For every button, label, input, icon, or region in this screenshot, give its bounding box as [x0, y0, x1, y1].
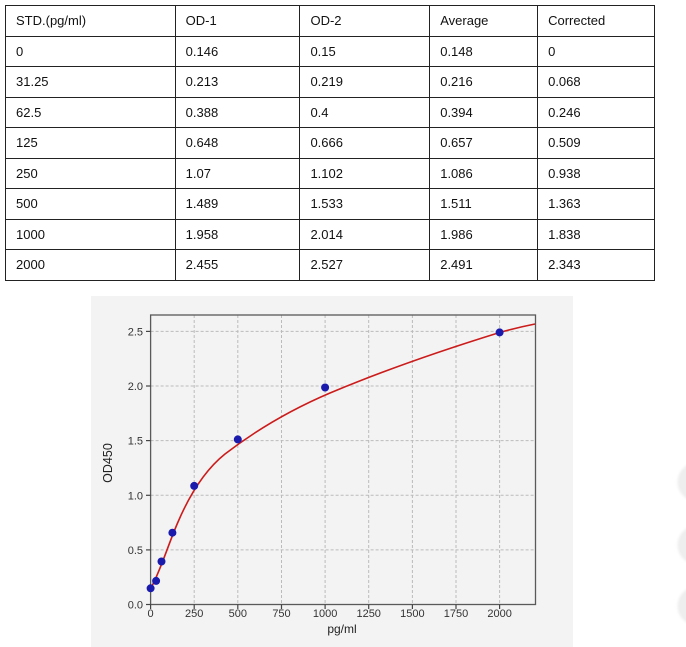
svg-text:2.0: 2.0: [128, 381, 143, 393]
svg-text:1500: 1500: [400, 608, 424, 620]
svg-text:1250: 1250: [356, 608, 380, 620]
svg-text:1.5: 1.5: [128, 436, 143, 448]
svg-text:0: 0: [148, 608, 154, 620]
svg-text:OD450: OD450: [101, 443, 115, 483]
svg-text:750: 750: [272, 608, 290, 620]
svg-text:2000: 2000: [487, 608, 511, 620]
svg-text:250: 250: [185, 608, 203, 620]
svg-text:2.5: 2.5: [128, 326, 143, 338]
svg-text:0.0: 0.0: [128, 600, 143, 612]
svg-text:pg/ml: pg/ml: [327, 622, 356, 636]
svg-text:500: 500: [229, 608, 247, 620]
svg-text:1000: 1000: [313, 608, 337, 620]
svg-text:0.5: 0.5: [128, 545, 143, 557]
svg-text:1750: 1750: [444, 608, 468, 620]
svg-text:1.0: 1.0: [128, 490, 143, 502]
